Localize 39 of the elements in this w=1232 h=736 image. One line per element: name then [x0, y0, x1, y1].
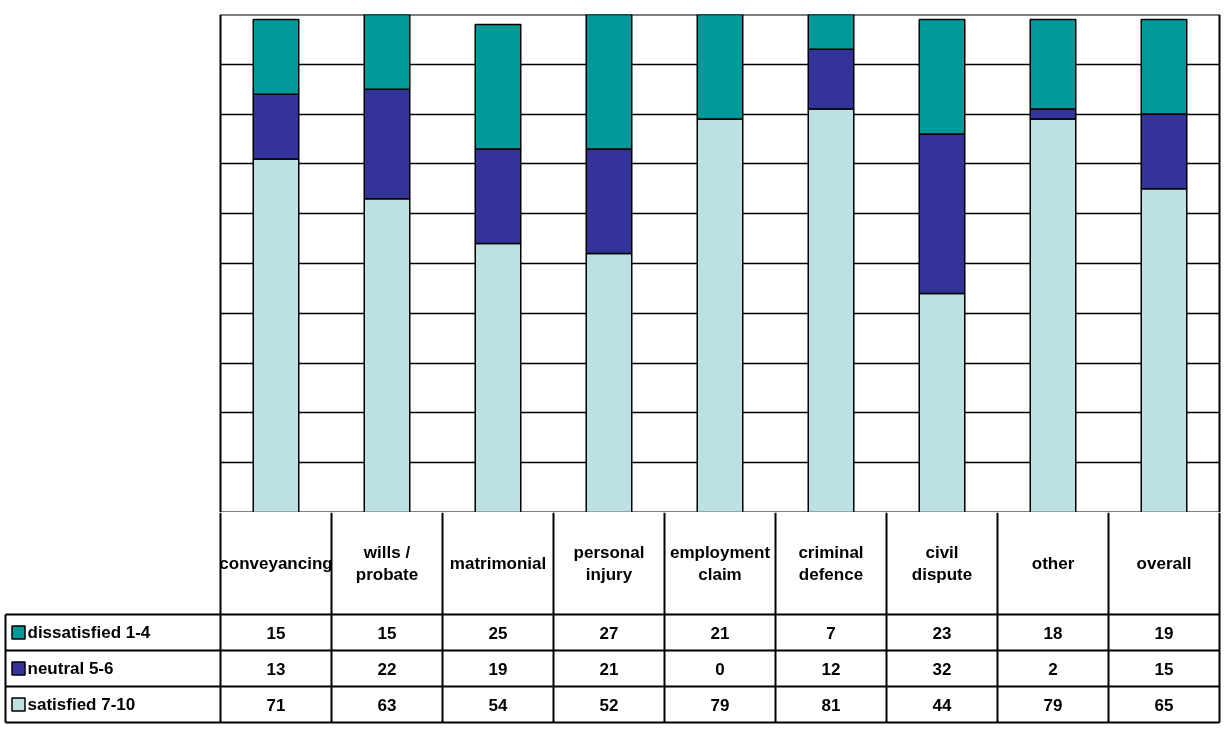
x-tick-label: civil dispute: [911, 543, 973, 584]
data-label: 52: [599, 695, 619, 715]
legend-label: dissatisfied 1-4: [27, 623, 151, 642]
data-label: 15: [1154, 659, 1174, 679]
data-label: 81: [821, 695, 841, 715]
data-label: 54: [488, 695, 508, 715]
x-tick-label: other: [1031, 554, 1075, 573]
data-label: 12: [821, 659, 841, 679]
data-label: 65: [1154, 695, 1174, 715]
data-label: 19: [488, 659, 508, 679]
data-label: 22: [377, 659, 397, 679]
data-label: 25: [488, 623, 508, 643]
x-tick-label: personal injury: [573, 543, 645, 584]
data-label: 21: [710, 623, 730, 643]
x-tick-label: criminal defence: [798, 543, 864, 584]
data-label: 79: [1043, 695, 1063, 715]
data-label: 71: [266, 695, 286, 715]
legend-label: satisfied 7-10: [27, 695, 136, 714]
data-label: 7: [826, 623, 836, 643]
x-tick-label: matrimonial: [449, 554, 547, 573]
data-label: 27: [599, 623, 619, 643]
data-label: 19: [1154, 623, 1174, 643]
x-tick-label: employment claim: [669, 543, 771, 584]
data-label: 63: [377, 695, 397, 715]
data-label: 0: [715, 659, 725, 679]
data-label: 13: [266, 659, 286, 679]
x-tick-label: conveyancing: [219, 554, 333, 573]
data-label: 79: [710, 695, 730, 715]
data-label: 15: [377, 623, 397, 643]
data-label: 2: [1048, 659, 1058, 679]
data-label: 32: [932, 659, 952, 679]
data-label: 15: [266, 623, 286, 643]
data-label: 18: [1043, 623, 1063, 643]
legend-label: neutral 5-6: [27, 659, 114, 678]
x-tick-label: wills / probate: [355, 543, 419, 584]
data-label: 21: [599, 659, 619, 679]
data-label: 44: [932, 695, 952, 715]
data-label: 23: [932, 623, 952, 643]
x-tick-label: overall: [1136, 554, 1192, 573]
